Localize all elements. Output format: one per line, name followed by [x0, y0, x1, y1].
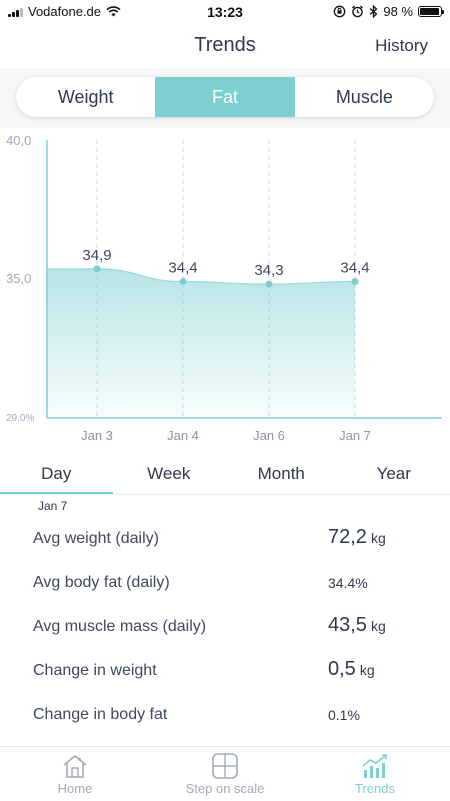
tab-day[interactable]: Day [0, 458, 113, 494]
data-label: 34,4 [168, 260, 197, 277]
nav-bar: Trends History [0, 24, 450, 68]
stat-label: Change in weight [33, 662, 157, 680]
battery-percent: 98 % [383, 4, 413, 19]
scale-icon [211, 753, 239, 779]
period-tabs: Day Week Month Year [0, 458, 450, 494]
stat-number: 0,5 [328, 658, 356, 680]
stat-value: 0.1% [328, 702, 360, 720]
battery-icon [418, 6, 442, 17]
stat-label: Change in body fat [33, 706, 167, 724]
divider [0, 494, 450, 495]
stat-avg-body-fat: Avg body fat (daily) 34.4% [0, 562, 450, 606]
stat-change-fat: Change in body fat 0.1% [0, 694, 450, 738]
tab-weight[interactable]: Weight [16, 77, 155, 117]
status-bar: Vodafone.de 13:23 98 % [0, 0, 450, 24]
tab-trends[interactable]: Trends [300, 747, 450, 801]
bluetooth-icon [369, 5, 378, 18]
data-point [94, 265, 101, 272]
bottom-tab-bar: Home Step on scale Trends [0, 746, 450, 801]
stat-unit: kg [371, 618, 386, 634]
stat-unit: kg [360, 662, 375, 678]
rotation-lock-icon [333, 5, 346, 18]
data-label: 34,4 [340, 260, 369, 277]
alarm-icon [351, 5, 364, 18]
stat-label: Avg weight (daily) [33, 530, 159, 548]
data-label: 34,9 [82, 247, 111, 264]
x-tick-label: Jan 3 [81, 428, 113, 443]
tab-home[interactable]: Home [0, 747, 150, 801]
tab-month[interactable]: Month [225, 458, 338, 494]
tab-label: Home [58, 781, 93, 796]
stat-label: Avg muscle mass (daily) [33, 618, 206, 636]
data-point [266, 281, 273, 288]
x-tick-label: Jan 6 [253, 428, 285, 443]
tab-muscle[interactable]: Muscle [295, 77, 434, 117]
metric-selector-area: Weight Fat Muscle [0, 68, 450, 128]
tab-step-on-scale[interactable]: Step on scale [150, 747, 300, 801]
chart-svg: 34,9 Jan 3 34,4 Jan 4 34,3 Jan 6 34,4 Jan 7 [0, 130, 450, 450]
selected-date: Jan 7 [38, 499, 67, 513]
tab-label: Step on scale [186, 781, 265, 796]
status-right: 98 % [333, 4, 442, 19]
stat-number: 72,2 [328, 526, 367, 548]
trends-icon [360, 753, 390, 779]
stat-value: 34.4% [328, 570, 368, 588]
x-tick-label: Jan 7 [339, 428, 371, 443]
metric-segmented-control: Weight Fat Muscle [16, 77, 434, 117]
data-point [352, 278, 359, 285]
tab-label: Trends [355, 781, 395, 796]
tab-week[interactable]: Week [113, 458, 226, 494]
stat-number: 43,5 [328, 614, 367, 636]
tab-fat[interactable]: Fat [155, 77, 294, 117]
area-fill [47, 269, 355, 418]
stat-number: 34.4% [328, 575, 368, 591]
stat-label: Avg body fat (daily) [33, 574, 170, 592]
data-label: 34,3 [254, 262, 283, 279]
home-icon [61, 753, 89, 779]
data-point [180, 278, 187, 285]
tab-year[interactable]: Year [338, 458, 450, 494]
stat-unit: kg [371, 530, 386, 546]
stat-number: 0.1% [328, 707, 360, 723]
history-button[interactable]: History [375, 36, 428, 56]
x-tick-label: Jan 4 [167, 428, 199, 443]
